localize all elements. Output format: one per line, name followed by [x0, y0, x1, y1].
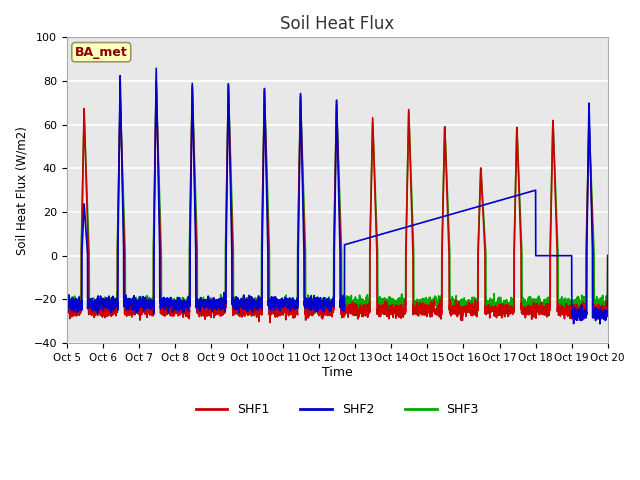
SHF1 — [63, 301, 70, 307]
SHF3 — [604, 253, 612, 259]
X-axis label: Time: Time — [322, 365, 353, 379]
SHF1 — [214, 310, 222, 315]
SHF2 — [553, 253, 561, 259]
Line: SHF1: SHF1 — [67, 81, 608, 323]
Text: BA_met: BA_met — [75, 46, 127, 59]
SHF2 — [596, 321, 604, 327]
Line: SHF3: SHF3 — [67, 85, 608, 314]
SHF3 — [553, 215, 561, 221]
SHF2 — [214, 301, 222, 307]
SHF1 — [553, 233, 561, 239]
SHF2 — [604, 306, 611, 312]
SHF2 — [399, 225, 407, 231]
SHF3 — [152, 83, 160, 88]
SHF1 — [604, 253, 612, 259]
Legend: SHF1, SHF2, SHF3: SHF1, SHF2, SHF3 — [191, 398, 484, 421]
SHF2 — [390, 228, 398, 233]
Line: SHF2: SHF2 — [67, 68, 608, 324]
Title: Soil Heat Flux: Soil Heat Flux — [280, 15, 394, 33]
SHF1 — [152, 78, 160, 84]
SHF3 — [400, 303, 408, 309]
SHF3 — [63, 303, 70, 309]
SHF3 — [604, 301, 611, 307]
SHF2 — [152, 65, 160, 71]
SHF3 — [390, 303, 398, 309]
SHF1 — [179, 310, 187, 316]
SHF3 — [388, 311, 396, 317]
SHF3 — [214, 297, 222, 303]
SHF2 — [604, 253, 612, 259]
SHF1 — [400, 309, 408, 314]
SHF2 — [179, 309, 187, 315]
SHF1 — [390, 309, 398, 315]
SHF2 — [63, 298, 70, 304]
SHF1 — [266, 320, 274, 325]
Y-axis label: Soil Heat Flux (W/m2): Soil Heat Flux (W/m2) — [15, 126, 28, 254]
SHF3 — [179, 298, 187, 304]
SHF1 — [604, 305, 611, 311]
